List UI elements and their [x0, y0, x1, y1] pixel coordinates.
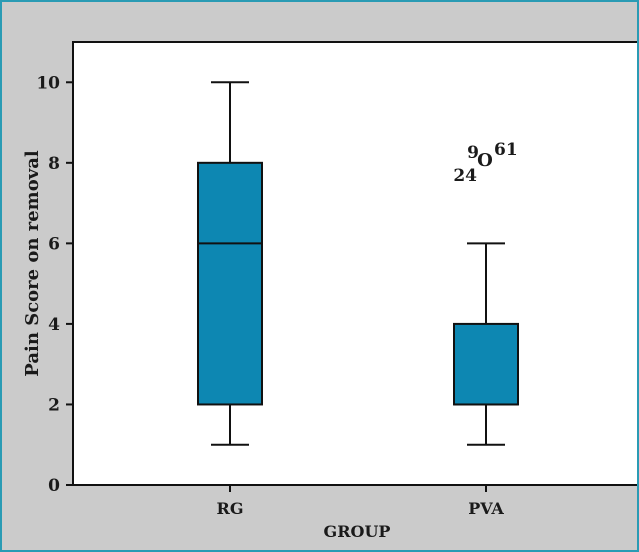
y-tick-label: 0	[48, 476, 60, 496]
y-tick-label: 8	[48, 154, 60, 174]
box-rg	[197, 81, 263, 446]
x-tick-label: PVA	[468, 499, 504, 518]
outlier-marker: O	[477, 150, 493, 171]
boxes-layer	[197, 81, 519, 446]
y-axis: 0 2 4 6 8 10	[36, 73, 73, 496]
y-axis-label: Pain Score on removal	[22, 150, 43, 377]
outlier-case-label: 61	[494, 140, 518, 160]
y-tick-label: 6	[48, 234, 60, 254]
x-axis: RG PVA	[217, 485, 504, 518]
x-axis-label: GROUP	[324, 522, 391, 541]
x-tick-label: RG	[217, 499, 244, 518]
iqr-box	[453, 322, 519, 406]
outlier-case-label: 24	[453, 166, 477, 186]
outlier-case-label: 9	[467, 143, 479, 163]
y-tick-label: 4	[48, 315, 60, 335]
plot-area	[72, 41, 637, 486]
box-pva	[453, 242, 519, 446]
outliers-layer: O9 61 24	[453, 140, 517, 186]
y-tick-label: 2	[48, 395, 60, 415]
iqr-box	[197, 161, 263, 406]
outlier-point: O9 61 24	[453, 140, 517, 186]
y-tick-label: 10	[36, 73, 60, 93]
